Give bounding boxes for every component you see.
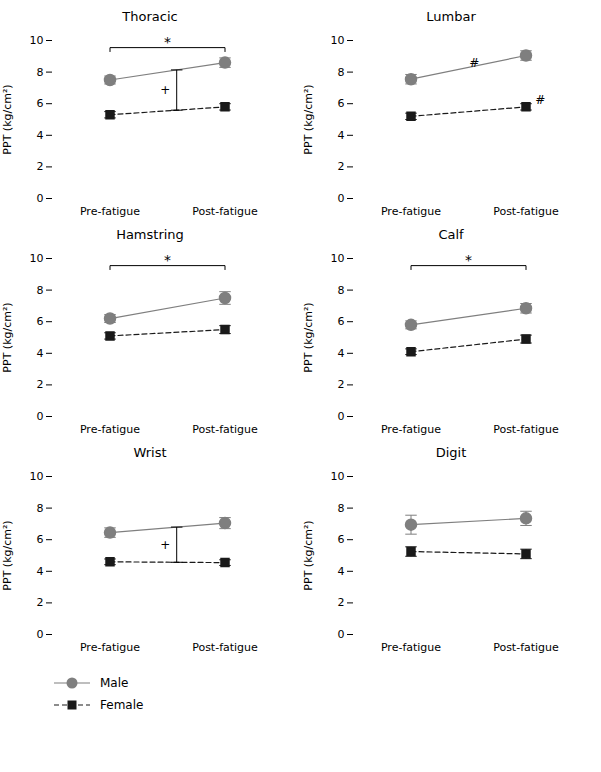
svg-text:2: 2 <box>338 160 345 173</box>
svg-text:0: 0 <box>37 192 44 205</box>
svg-text:Pre-fatigue: Pre-fatigue <box>80 423 140 436</box>
html-text:Lumbar: Lumbar <box>426 9 476 24</box>
svg-text:Pre-fatigue: Pre-fatigue <box>80 205 140 218</box>
svg-text:0: 0 <box>37 410 44 423</box>
svg-text:PPT (kg/cm²): PPT (kg/cm²) <box>302 302 315 372</box>
svg-text:6: 6 <box>37 533 44 546</box>
svg-text:2: 2 <box>338 596 345 609</box>
svg-text:8: 8 <box>338 66 345 79</box>
svg-text:0: 0 <box>338 410 345 423</box>
svg-text:10: 10 <box>30 34 44 47</box>
html-text:Male: Male <box>100 676 129 690</box>
svg-text:Post-fatigue: Post-fatigue <box>493 641 559 654</box>
svg-text:6: 6 <box>338 533 345 546</box>
svg-text:Post-fatigue: Post-fatigue <box>192 423 258 436</box>
svg-text:+: + <box>160 538 170 552</box>
html-text:Thoracic: Thoracic <box>122 9 178 24</box>
svg-text:10: 10 <box>331 470 345 483</box>
html-text:Hamstring: Hamstring <box>116 227 184 242</box>
svg-text:#: # <box>469 56 479 70</box>
svg-text:PPT (kg/cm²): PPT (kg/cm²) <box>1 302 14 372</box>
svg-text:Pre-fatigue: Pre-fatigue <box>381 641 441 654</box>
svg-text:+: + <box>160 83 170 97</box>
svg-text:0: 0 <box>338 628 345 641</box>
svg-text:8: 8 <box>338 284 345 297</box>
svg-text:8: 8 <box>338 502 345 515</box>
svg-text:8: 8 <box>37 66 44 79</box>
svg-text:6: 6 <box>37 97 44 110</box>
svg-text:0: 0 <box>37 628 44 641</box>
svg-text:8: 8 <box>37 502 44 515</box>
svg-text:10: 10 <box>331 34 345 47</box>
svg-text:PPT (kg/cm²): PPT (kg/cm²) <box>302 520 315 590</box>
html-text:Wrist: Wrist <box>133 445 167 460</box>
svg-text:Pre-fatigue: Pre-fatigue <box>381 423 441 436</box>
html-text:Female: Female <box>100 698 144 712</box>
svg-text:4: 4 <box>338 129 345 142</box>
svg-text:PPT (kg/cm²): PPT (kg/cm²) <box>1 84 14 154</box>
html-text:Calf: Calf <box>438 227 464 242</box>
svg-text:6: 6 <box>338 97 345 110</box>
svg-text:10: 10 <box>30 252 44 265</box>
svg-text:#: # <box>535 93 545 107</box>
svg-text:Pre-fatigue: Pre-fatigue <box>80 641 140 654</box>
svg-text:*: * <box>465 252 472 268</box>
svg-text:2: 2 <box>37 378 44 391</box>
svg-text:Post-fatigue: Post-fatigue <box>192 641 258 654</box>
svg-text:*: * <box>164 252 171 268</box>
html-text:Digit: Digit <box>435 445 467 460</box>
svg-text:Post-fatigue: Post-fatigue <box>493 423 559 436</box>
svg-text:10: 10 <box>30 470 44 483</box>
svg-text:2: 2 <box>338 378 345 391</box>
svg-text:Pre-fatigue: Pre-fatigue <box>381 205 441 218</box>
svg-text:4: 4 <box>338 347 345 360</box>
svg-text:PPT (kg/cm²): PPT (kg/cm²) <box>302 84 315 154</box>
svg-text:4: 4 <box>37 565 44 578</box>
svg-text:PPT (kg/cm²): PPT (kg/cm²) <box>1 520 14 590</box>
svg-text:Post-fatigue: Post-fatigue <box>493 205 559 218</box>
svg-text:2: 2 <box>37 160 44 173</box>
svg-text:6: 6 <box>338 315 345 328</box>
svg-text:8: 8 <box>37 284 44 297</box>
svg-text:*: * <box>164 34 171 50</box>
svg-text:4: 4 <box>37 347 44 360</box>
svg-text:Post-fatigue: Post-fatigue <box>192 205 258 218</box>
svg-text:2: 2 <box>37 596 44 609</box>
svg-text:6: 6 <box>37 315 44 328</box>
svg-text:10: 10 <box>331 252 345 265</box>
svg-text:4: 4 <box>37 129 44 142</box>
svg-text:4: 4 <box>338 565 345 578</box>
svg-text:0: 0 <box>338 192 345 205</box>
